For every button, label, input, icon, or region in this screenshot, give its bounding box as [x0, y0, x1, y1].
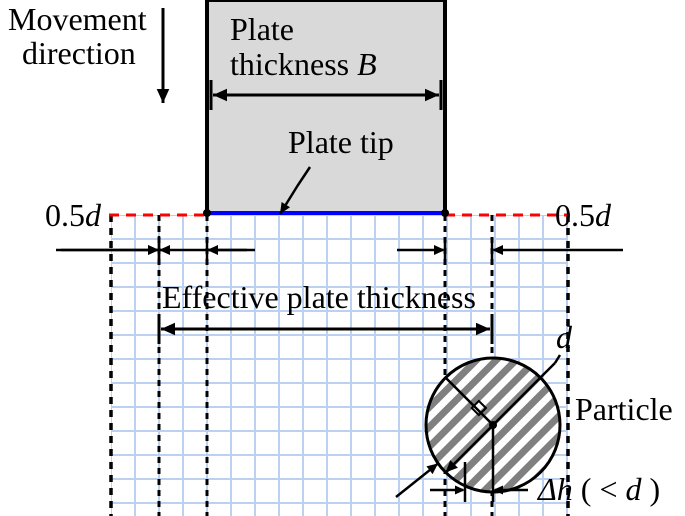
svg-text:Particle: Particle: [575, 391, 673, 427]
delta-h-label: Δh ( < d ): [536, 471, 660, 507]
half-d-right-label: 0.5d: [555, 197, 612, 233]
svg-text:Plate: Plate: [230, 11, 294, 47]
plate-thickness-label: thickness B: [230, 46, 377, 82]
svg-text:Plate tip: Plate tip: [288, 124, 394, 160]
half-d-left-label: 0.5d: [45, 197, 102, 233]
svg-text:direction: direction: [22, 35, 136, 71]
svg-text:Effective plate thickness: Effective plate thickness: [162, 279, 476, 315]
svg-text:Movement: Movement: [8, 1, 147, 37]
d-label: d: [556, 319, 573, 355]
